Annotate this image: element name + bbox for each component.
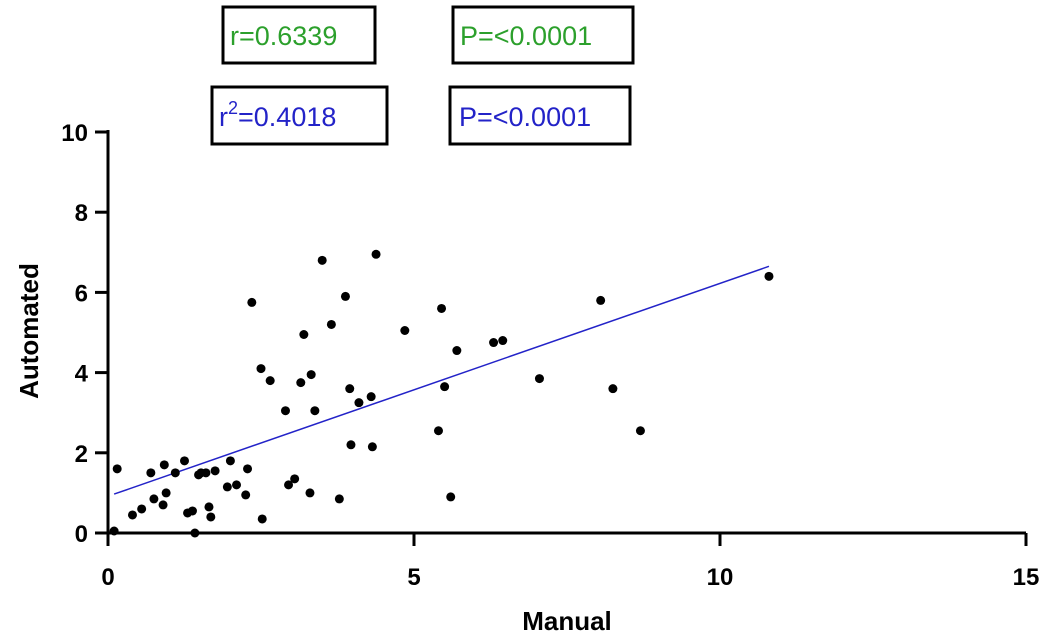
- annotation-p-green-text: P=<0.0001: [460, 21, 592, 51]
- data-point: [296, 378, 306, 388]
- annotation-boxes: r=0.6339 P=<0.0001 r2=0.4018 P=<0.0001: [210, 5, 635, 146]
- data-point: [256, 364, 266, 374]
- y-tick-label: 10: [61, 120, 88, 147]
- annotation-r: r=0.6339: [221, 5, 377, 65]
- x-tick-label: 0: [101, 564, 114, 591]
- data-point: [109, 526, 119, 536]
- data-point: [112, 464, 122, 474]
- data-point: [204, 502, 214, 512]
- data-point: [187, 506, 197, 516]
- data-point: [440, 382, 450, 392]
- data-point: [596, 295, 606, 305]
- data-point: [498, 336, 508, 346]
- data-point: [635, 426, 645, 436]
- data-point: [340, 291, 350, 301]
- data-point: [146, 468, 156, 478]
- data-point: [232, 480, 242, 490]
- data-point: [534, 374, 544, 384]
- annotation-p-green: P=<0.0001: [451, 5, 635, 65]
- data-points: [109, 249, 774, 538]
- y-axis-ticks: 0 2 4 6 8 10: [61, 120, 108, 548]
- data-point: [345, 384, 355, 394]
- regression-line: [113, 265, 770, 495]
- x-axis-title: Manual: [522, 606, 612, 636]
- data-point: [161, 488, 171, 498]
- data-point: [608, 384, 618, 394]
- data-point: [149, 494, 159, 504]
- data-point: [371, 249, 381, 259]
- data-point: [127, 510, 137, 520]
- annotation-r-squared: r2=0.4018: [210, 85, 389, 146]
- annotation-r-box: [221, 5, 377, 65]
- data-point: [206, 512, 216, 522]
- data-point: [222, 482, 232, 492]
- y-tick-label: 0: [75, 521, 88, 548]
- y-axis-title: Automated: [14, 263, 44, 399]
- annotation-r-text: r=0.6339: [230, 21, 337, 51]
- data-point: [284, 480, 294, 490]
- y-tick-label: 4: [75, 361, 89, 388]
- data-point: [446, 492, 456, 502]
- data-point: [305, 488, 315, 498]
- annotation-r-squared-text: r2=0.4018: [219, 98, 336, 132]
- data-point: [170, 468, 180, 478]
- data-point: [489, 338, 499, 348]
- x-tick-label: 15: [1013, 564, 1040, 591]
- data-point: [326, 319, 336, 329]
- data-point: [210, 466, 220, 476]
- data-point: [334, 494, 344, 504]
- data-point: [346, 440, 356, 450]
- data-point: [366, 392, 376, 402]
- data-point: [437, 303, 447, 313]
- y-tick-label: 8: [75, 200, 88, 227]
- data-point: [265, 376, 275, 386]
- data-point: [225, 456, 235, 466]
- data-point: [299, 330, 309, 340]
- annotation-p-blue: P=<0.0001: [448, 85, 632, 146]
- annotation-p-green-box: [451, 5, 635, 65]
- x-tick-label: 10: [707, 564, 734, 591]
- data-point: [158, 500, 168, 510]
- data-point: [310, 406, 320, 416]
- data-point: [159, 460, 169, 470]
- data-point: [433, 426, 443, 436]
- data-point: [317, 255, 327, 265]
- annotation-p-blue-text: P=<0.0001: [459, 102, 591, 132]
- annotation-p-blue-box: [448, 85, 632, 146]
- data-point: [137, 504, 147, 514]
- data-point: [354, 398, 364, 408]
- y-tick-label: 6: [75, 280, 88, 307]
- x-axis-ticks: 0 5 10 15: [101, 533, 1039, 591]
- data-point: [201, 468, 211, 478]
- data-point: [764, 271, 774, 281]
- data-point: [243, 464, 253, 474]
- x-tick-label: 5: [407, 564, 420, 591]
- data-point: [180, 456, 189, 466]
- data-point: [367, 442, 377, 452]
- annotation-r-squared-box: [210, 85, 389, 146]
- data-point: [400, 325, 410, 335]
- y-tick-label: 2: [75, 441, 88, 468]
- data-point: [306, 370, 316, 380]
- data-point: [280, 406, 290, 416]
- data-point: [257, 514, 267, 524]
- data-point: [247, 297, 257, 307]
- data-point: [241, 490, 251, 500]
- data-point: [452, 346, 462, 356]
- data-point: [190, 528, 200, 538]
- data-point: [290, 474, 300, 484]
